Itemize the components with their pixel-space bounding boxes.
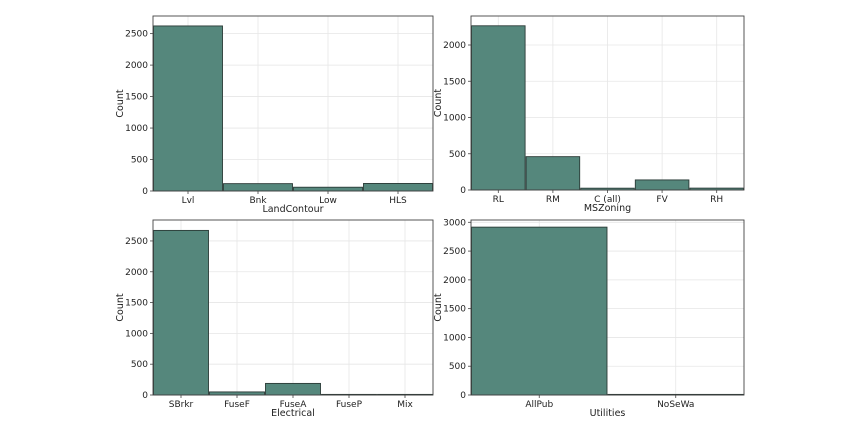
y-tick-label: 2000 <box>125 268 148 278</box>
x-tick-label: FV <box>656 195 668 205</box>
y-axis-label: Count <box>115 89 126 117</box>
chart-mszoning: 0 500 1000 1500 2000 RL RM C (all) FV RH MSZoning C… <box>433 15 745 214</box>
y-tick-label: 1000 <box>443 333 466 343</box>
y-axis-label: Count <box>115 293 126 321</box>
x-tick-label: FuseA <box>280 400 308 410</box>
bar-rm <box>525 156 581 191</box>
x-tick-label: FuseP <box>336 400 363 410</box>
y-tick-label: 1500 <box>125 299 148 309</box>
x-tick-label: RM <box>546 195 560 205</box>
y-tick-label: 2000 <box>125 61 148 71</box>
bar-hls <box>363 182 433 192</box>
x-axis-label: Utilities <box>590 408 626 419</box>
y-tick-label: 1500 <box>443 305 466 315</box>
chart-landcontour: 0 500 1000 1500 2000 2500 Lvl Bnk Low HLS LandCont… <box>115 15 434 215</box>
x-tick-label: RL <box>493 195 504 205</box>
y-tick-label: 500 <box>131 360 148 370</box>
x-tick-label: Bnk <box>249 196 267 206</box>
x-axis-label: Electrical <box>271 408 315 419</box>
y-tick-label: 500 <box>449 362 466 372</box>
x-tick-label: SBrkr <box>169 400 194 410</box>
y-tick-label: 1500 <box>443 77 466 87</box>
y-tick-label: 2500 <box>125 237 148 247</box>
x-axis-label: MSZoning <box>584 203 631 214</box>
y-tick-label: 500 <box>449 150 466 160</box>
y-tick-label: 1000 <box>125 124 148 134</box>
chart-utilities: 0 500 1000 1500 2000 2500 3000 AllPub NoSeWa Util… <box>433 218 745 419</box>
x-tick-label: FuseF <box>224 400 250 410</box>
bar-fusea <box>265 382 321 396</box>
x-tick-label: RH <box>710 195 723 205</box>
y-tick-label: 500 <box>131 156 148 166</box>
x-tick-label: AllPub <box>525 400 553 410</box>
x-tick-label: Mix <box>397 400 413 410</box>
bar-fv <box>634 179 690 191</box>
x-tick-label: Low <box>319 196 337 206</box>
y-tick-label: 0 <box>142 391 148 401</box>
y-tick-label: 0 <box>142 187 148 197</box>
bar-fusef <box>209 391 265 396</box>
y-tick-label: 2000 <box>443 41 466 51</box>
y-tick-label: 1000 <box>125 329 148 339</box>
x-tick-label: C (all) <box>594 195 621 205</box>
y-tick-label: 0 <box>460 391 466 401</box>
bar-bnk <box>223 183 293 192</box>
y-tick-label: 3000 <box>443 218 466 228</box>
y-tick-label: 2000 <box>443 276 466 286</box>
bar-sbrkr <box>153 229 209 396</box>
bar-low <box>293 186 363 192</box>
x-tick-label: NoSeWa <box>657 400 694 410</box>
y-tick-label: 1000 <box>443 114 466 124</box>
x-tick-label: Lvl <box>182 196 195 206</box>
bar-rl <box>471 25 526 191</box>
x-tick-label: HLS <box>389 196 407 206</box>
y-tick-label: 2500 <box>443 247 466 257</box>
x-axis-label: LandContour <box>262 204 323 215</box>
y-tick-label: 0 <box>460 186 466 196</box>
bar-lvl <box>153 25 223 192</box>
bar-allpub <box>471 226 608 396</box>
y-axis-label: Count <box>433 293 444 321</box>
y-axis-label: Count <box>433 89 444 117</box>
y-tick-label: 2500 <box>125 30 148 40</box>
chart-electrical: 0 500 1000 1500 2000 2500 SBrkr FuseF FuseA FuseP… <box>115 219 434 419</box>
plot-frame <box>470 219 745 396</box>
y-tick-label: 1500 <box>125 93 148 103</box>
plot-frame <box>152 15 434 192</box>
